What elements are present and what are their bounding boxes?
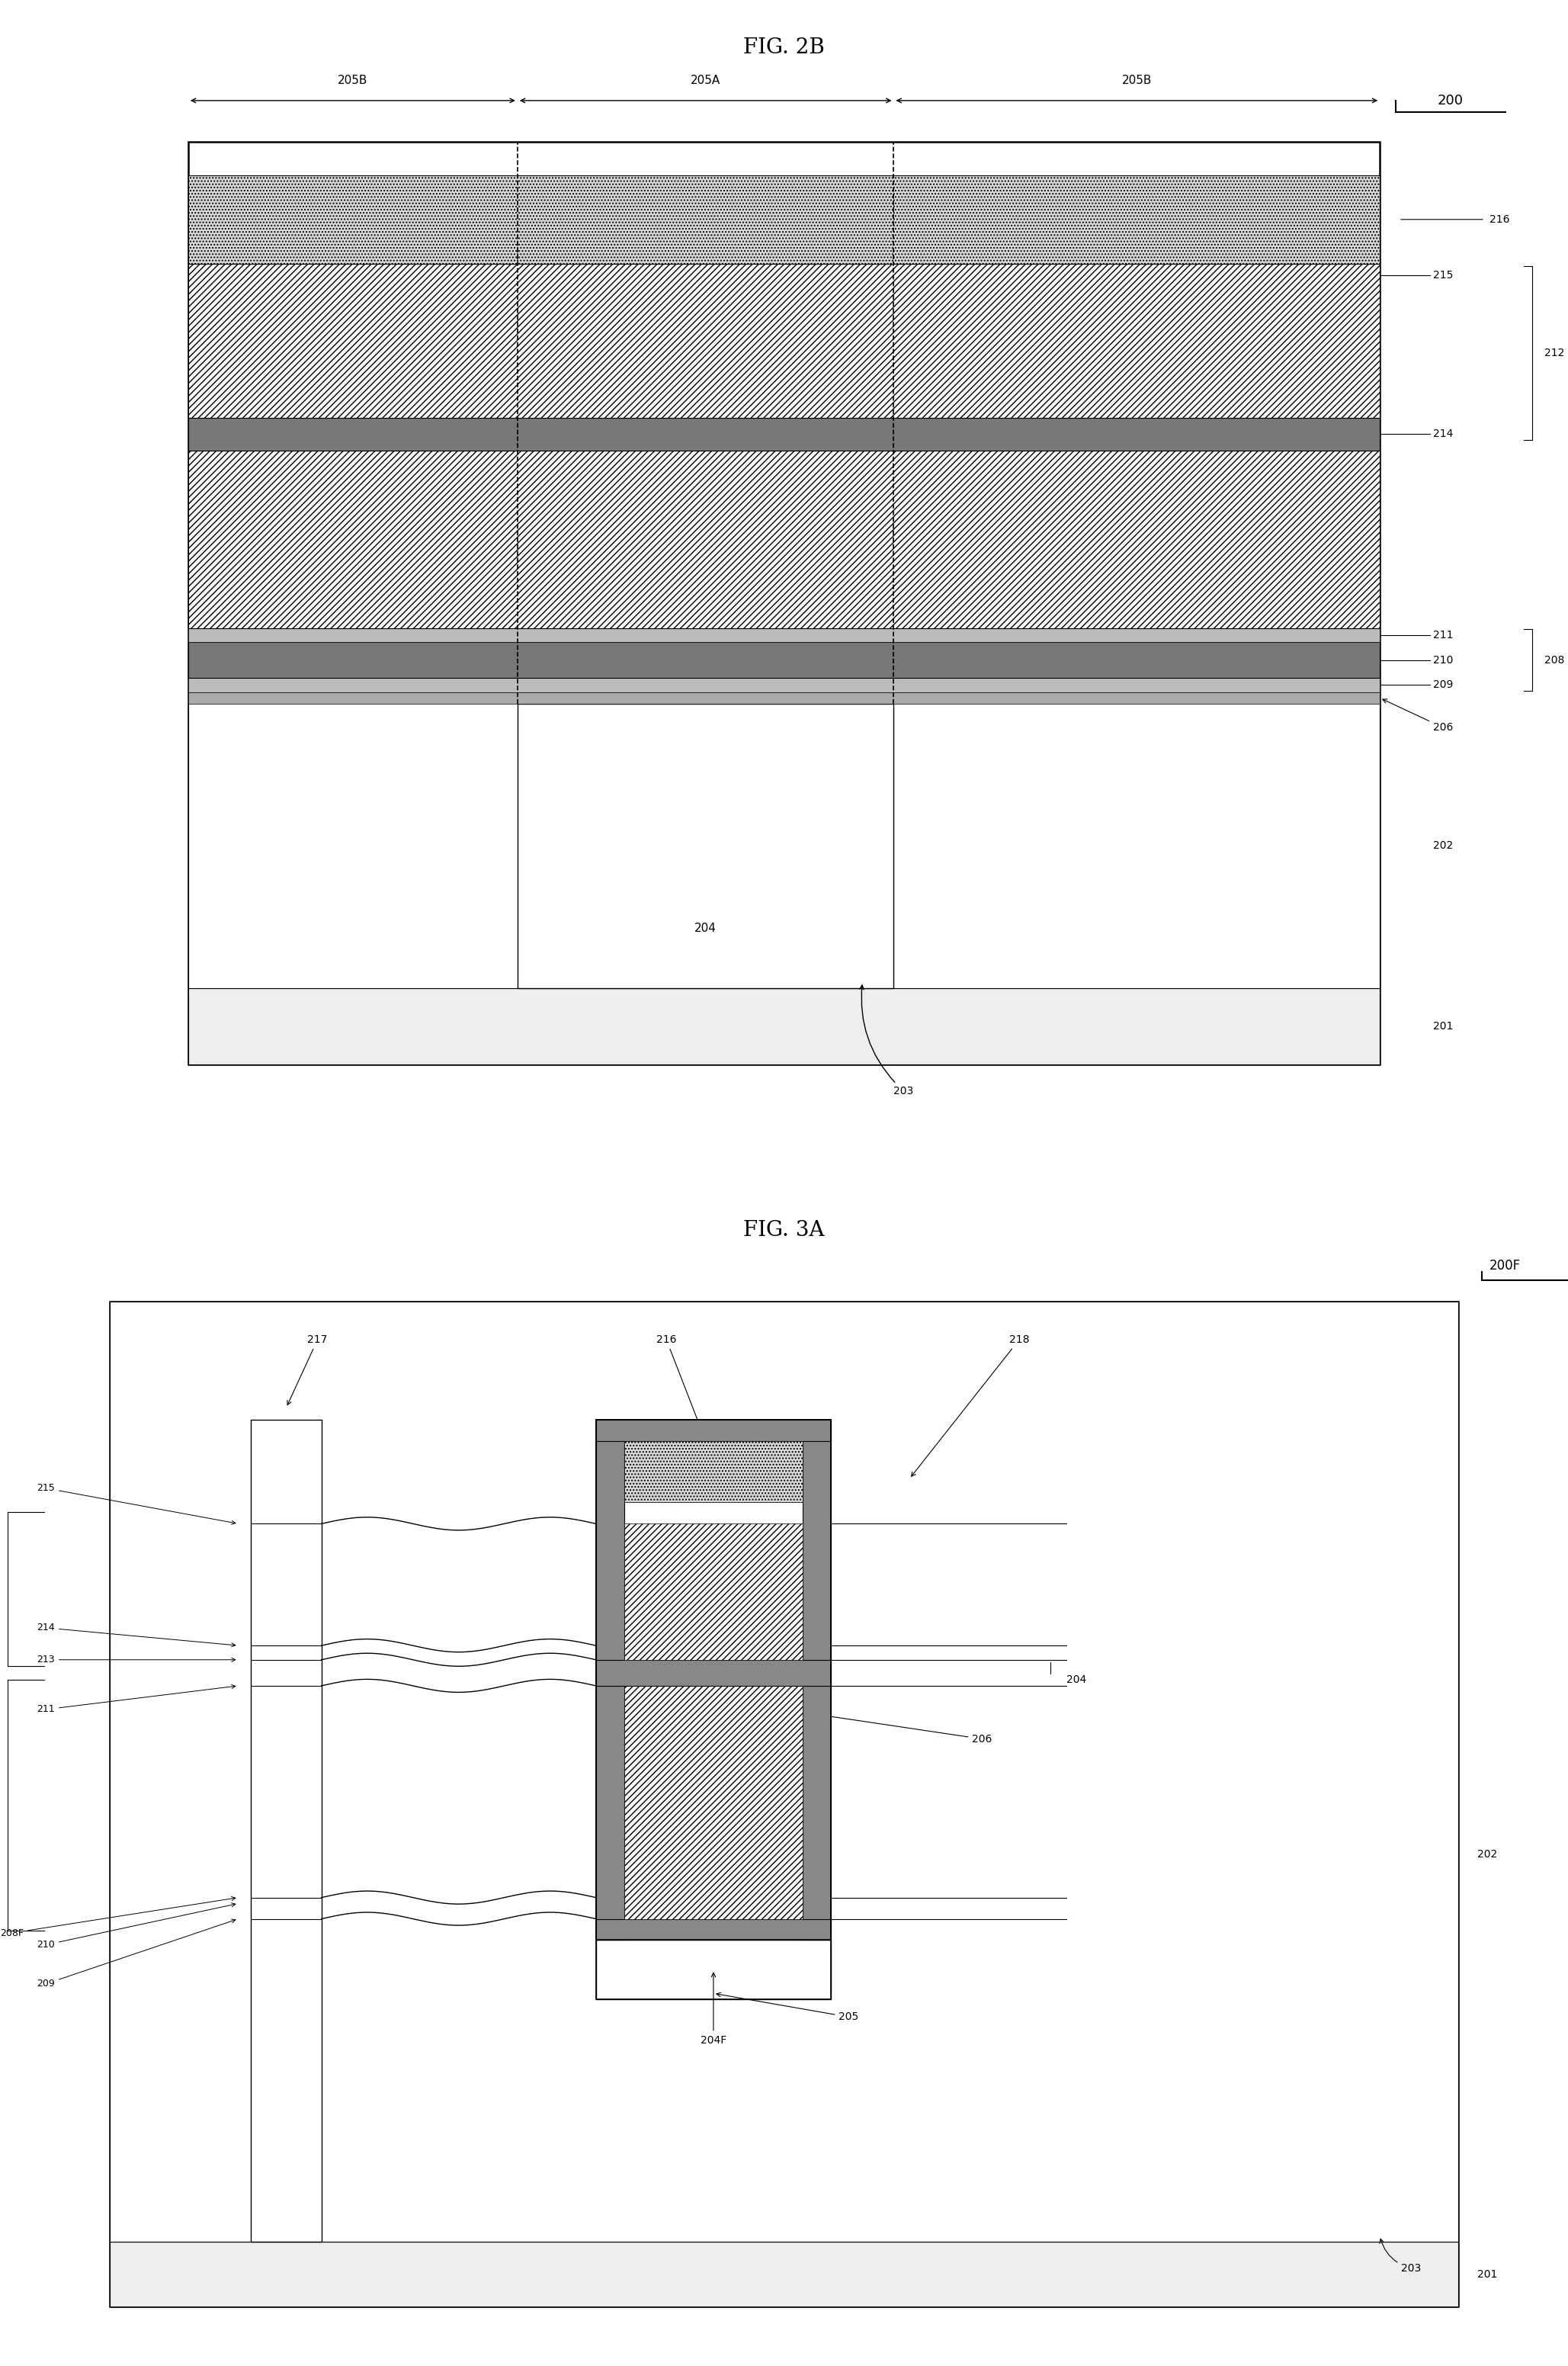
Text: 203: 203	[1380, 2238, 1421, 2274]
Text: 202: 202	[1477, 1848, 1497, 1860]
Text: 217: 217	[287, 1334, 328, 1405]
Text: 208F: 208F	[0, 1898, 235, 1938]
Text: 209: 209	[36, 1919, 235, 1990]
Text: 211: 211	[38, 1685, 235, 1715]
Text: 210: 210	[36, 1902, 235, 1950]
Bar	[596, 1420, 831, 1999]
Bar	[188, 587, 1380, 989]
Bar	[188, 263, 1380, 416]
Text: 209: 209	[1433, 679, 1454, 691]
Text: 200: 200	[1438, 95, 1463, 106]
Text: 205B: 205B	[337, 76, 368, 85]
Text: 214: 214	[38, 1623, 235, 1647]
Bar	[624, 1524, 803, 1661]
Bar	[624, 1441, 803, 1502]
Text: 205B: 205B	[1121, 76, 1152, 85]
Bar	[596, 1420, 831, 1940]
Bar	[188, 641, 1380, 677]
Text: 210: 210	[1433, 655, 1454, 665]
Text: 213: 213	[38, 1654, 235, 1666]
Bar	[251, 1420, 321, 2243]
Text: 206: 206	[1383, 698, 1454, 733]
Text: 205A: 205A	[690, 76, 721, 85]
Bar	[624, 1685, 803, 1919]
Bar	[188, 142, 1380, 1065]
Text: 204: 204	[1066, 1675, 1087, 1685]
Text: 215: 215	[1433, 270, 1454, 282]
Text: 206: 206	[826, 1715, 993, 1744]
Text: 212: 212	[1544, 348, 1565, 360]
Text: 208: 208	[1544, 655, 1565, 665]
Text: FIG. 2B: FIG. 2B	[743, 38, 825, 57]
Bar	[596, 1420, 624, 1940]
Text: 205: 205	[717, 1992, 859, 2023]
Bar	[596, 1940, 831, 1999]
Bar	[110, 1301, 1458, 2307]
Text: 214: 214	[1433, 428, 1454, 440]
Bar	[596, 1420, 831, 1441]
Text: 202: 202	[1433, 840, 1454, 852]
Bar	[596, 1919, 831, 1940]
Text: 204: 204	[695, 923, 717, 935]
Bar	[188, 677, 1380, 691]
Bar	[188, 175, 1380, 263]
Bar	[517, 703, 894, 989]
Text: 218: 218	[911, 1334, 1029, 1476]
Bar	[188, 416, 1380, 450]
Text: 216: 216	[1490, 213, 1510, 225]
Bar	[803, 1420, 831, 1940]
Text: FIG. 3A: FIG. 3A	[743, 1221, 825, 1240]
Text: 204F: 204F	[701, 1973, 726, 2047]
Bar	[188, 450, 1380, 627]
Bar	[110, 1301, 1458, 2243]
Bar	[188, 627, 1380, 641]
Text: 216: 216	[657, 1334, 713, 1457]
Bar	[110, 2243, 1458, 2307]
Text: 201: 201	[1433, 1020, 1454, 1032]
Text: 211: 211	[1433, 629, 1454, 641]
Bar	[188, 987, 1380, 1065]
Text: 200F: 200F	[1490, 1259, 1521, 1273]
Text: 215: 215	[36, 1483, 235, 1524]
Text: 201: 201	[1477, 2269, 1497, 2281]
Bar	[188, 691, 1380, 703]
Text: 203: 203	[859, 984, 914, 1095]
Bar	[596, 1661, 831, 1685]
